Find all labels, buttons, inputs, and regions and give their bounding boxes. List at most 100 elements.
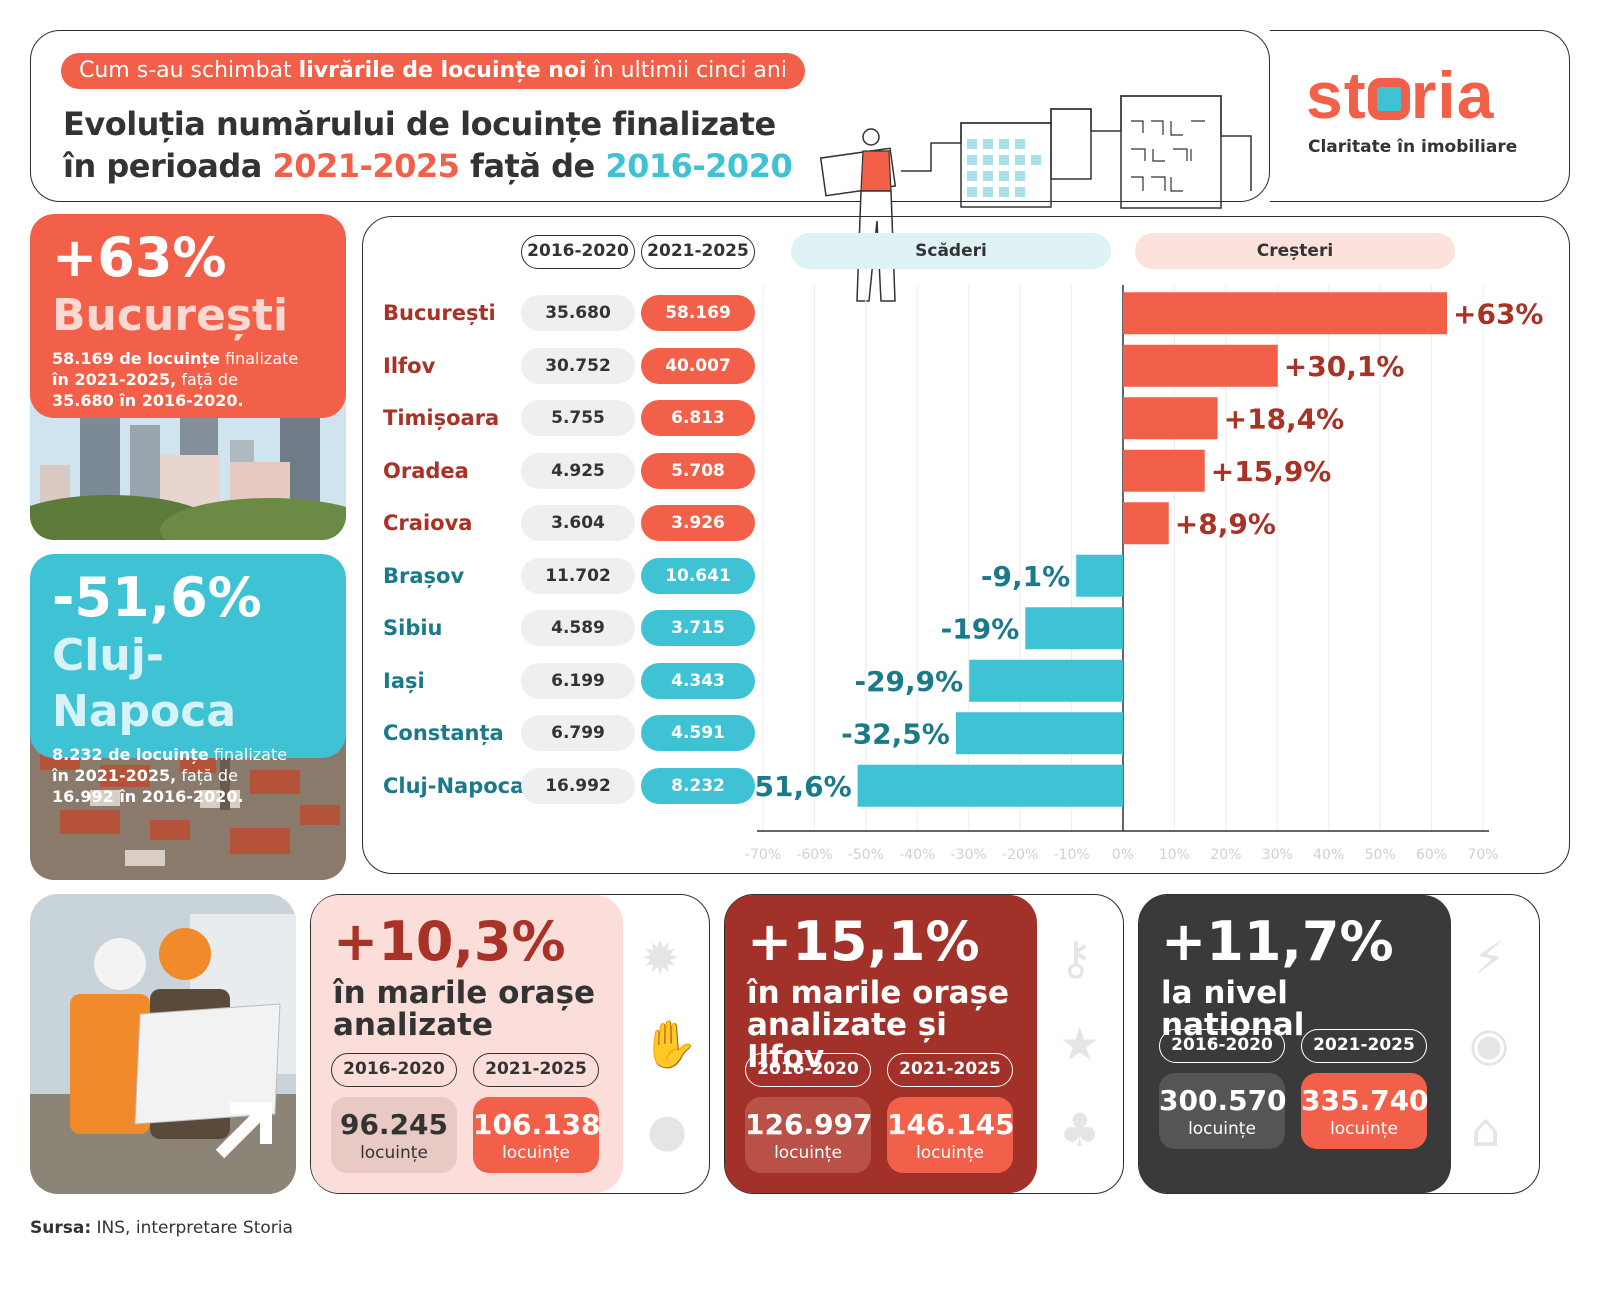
x-tick-label: 30% bbox=[1262, 847, 1293, 863]
summary-period-old: 2016-2020 bbox=[1159, 1029, 1285, 1063]
bar bbox=[1076, 554, 1123, 597]
value-2021-2025: 40.007 bbox=[641, 347, 755, 384]
x-tick-label: 70% bbox=[1467, 847, 1498, 863]
bucuresti-title: București bbox=[52, 290, 289, 341]
x-tick-label: 10% bbox=[1159, 847, 1190, 863]
storia-logo: st ria bbox=[1306, 58, 1495, 132]
bar-value-label: +30,1% bbox=[1284, 350, 1405, 383]
bar bbox=[857, 764, 1123, 807]
city-label: Iași bbox=[383, 668, 425, 693]
summary-period-new: 2021-2025 bbox=[473, 1053, 599, 1087]
summary-pct: +10,3% bbox=[333, 910, 566, 973]
x-tick-label: -10% bbox=[1053, 847, 1089, 863]
summary-label: la nivel național bbox=[1161, 975, 1305, 1043]
city-label: Ilfov bbox=[383, 353, 436, 378]
summary-period-old: 2016-2020 bbox=[331, 1053, 457, 1087]
bar bbox=[1123, 502, 1169, 545]
x-tick-label: -60% bbox=[796, 847, 832, 863]
value-2021-2025: 5.708 bbox=[641, 452, 755, 489]
value-2016-2020: 16.992 bbox=[521, 767, 635, 804]
col-header-old: 2016-2020 bbox=[521, 235, 635, 269]
city-label: Cluj-Napoca bbox=[383, 773, 525, 798]
bar-value-label: -51,6% bbox=[743, 770, 852, 803]
bar bbox=[1123, 344, 1278, 387]
city-label: Constanța bbox=[383, 721, 504, 746]
x-tick-label: 0% bbox=[1112, 847, 1134, 863]
chart-panel: -70% -60% -50% -40% -30% -20% -10% 0% 10% 20% 30% 4… bbox=[362, 216, 1570, 874]
value-2021-2025: 4.343 bbox=[641, 662, 755, 699]
city-label: Sibiu bbox=[383, 616, 443, 641]
thumbs-up-icon: ✋ bbox=[641, 1017, 699, 1071]
value-2016-2020: 4.925 bbox=[521, 452, 635, 489]
summary-value-old: 96.245 locuințe bbox=[331, 1097, 457, 1173]
summary-label: în marile orașe analizate și Ilfov bbox=[747, 975, 1010, 1075]
summary-card-national: +11,7% la nivel național 2016-2020 2021-… bbox=[1138, 894, 1540, 1194]
house-icon: ⌂ bbox=[1471, 1103, 1501, 1157]
summary-period-new: 2021-2025 bbox=[1301, 1029, 1427, 1063]
summary-label: în marile orașe analizate bbox=[333, 975, 596, 1043]
x-tick-label: 50% bbox=[1365, 847, 1396, 863]
bar-value-label: -32,5% bbox=[841, 717, 950, 750]
summary-card-cities: +10,3% în marile orașe analizate 2016-202… bbox=[310, 894, 710, 1194]
summary-value-new: 106.138 locuințe bbox=[473, 1097, 601, 1173]
x-tick-label: -50% bbox=[848, 847, 884, 863]
summary-card-ilfov: +15,1% în marile orașe analizate și Ilfov… bbox=[724, 894, 1124, 1194]
subtitle-pill: Cum s-au schimbat livrările de locuințe … bbox=[61, 53, 805, 89]
value-2021-2025: 3.926 bbox=[641, 505, 755, 542]
value-2021-2025: 6.813 bbox=[641, 400, 755, 437]
x-tick-label: 60% bbox=[1416, 847, 1447, 863]
summary-pct: +15,1% bbox=[747, 910, 980, 973]
summary-value-old: 126.997 locuințe bbox=[745, 1097, 873, 1173]
value-2016-2020: 4.589 bbox=[521, 610, 635, 647]
value-2016-2020: 3.604 bbox=[521, 505, 635, 542]
summary-period-old: 2016-2020 bbox=[745, 1053, 871, 1087]
tree-icon: ♣ bbox=[1059, 1103, 1101, 1157]
summary-value-new: 146.145 locuințe bbox=[887, 1097, 1015, 1173]
city-label: Timișoara bbox=[383, 406, 500, 431]
value-2021-2025: 3.715 bbox=[641, 610, 755, 647]
key-icon: ⚷ bbox=[1059, 931, 1093, 985]
value-2016-2020: 6.199 bbox=[521, 662, 635, 699]
value-2021-2025: 8.232 bbox=[641, 767, 755, 804]
value-2021-2025: 4.591 bbox=[641, 715, 755, 752]
bar bbox=[1123, 292, 1447, 335]
cluj-title: Cluj-Napoca bbox=[52, 630, 237, 737]
bar-value-label: +18,4% bbox=[1224, 402, 1345, 435]
city-label: București bbox=[383, 301, 496, 326]
header-card: Cum s-au schimbat livrările de locuințe … bbox=[30, 30, 1270, 302]
bar bbox=[955, 712, 1123, 755]
highlight-card-bucuresti: +63% București 58.169 de locuințe finali… bbox=[30, 214, 346, 540]
bar-value-label: +63% bbox=[1453, 297, 1543, 330]
city-label: Craiova bbox=[383, 511, 473, 536]
x-tick-label: -70% bbox=[745, 847, 781, 863]
eye-icon: ◉ bbox=[1469, 1017, 1510, 1071]
legend-increase: Creșteri bbox=[1135, 233, 1455, 269]
workers-photo bbox=[30, 894, 296, 1194]
highlight-card-cluj: -51,6% Cluj-Napoca 8.232 de locuințe fin… bbox=[30, 554, 346, 880]
value-2016-2020: 30.752 bbox=[521, 347, 635, 384]
cluj-desc: 8.232 de locuințe finalizate în 2021-202… bbox=[52, 745, 288, 806]
cluj-pct: -51,6% bbox=[52, 566, 262, 629]
bar-value-label: -19% bbox=[941, 612, 1020, 645]
x-tick-label: 20% bbox=[1210, 847, 1241, 863]
value-2021-2025: 10.641 bbox=[641, 557, 755, 594]
bar-chart: -70% -60% -50% -40% -30% -20% -10% 0% 10% 20% 30% 4… bbox=[743, 285, 1543, 863]
value-2016-2020: 11.702 bbox=[521, 557, 635, 594]
summary-value-new: 335.740 locuințe bbox=[1301, 1073, 1429, 1149]
badge-icon: ✹ bbox=[641, 931, 680, 985]
page-title: Evoluția numărului de locuințe finalizat… bbox=[63, 105, 793, 185]
summary-period-new: 2021-2025 bbox=[887, 1053, 1013, 1087]
star-icon: ★ bbox=[1059, 1017, 1101, 1071]
buildings-illustration bbox=[819, 95, 1252, 302]
bar-value-label: -29,9% bbox=[854, 665, 963, 698]
summary-pct: +11,7% bbox=[1161, 910, 1394, 973]
x-tick-label: -20% bbox=[1002, 847, 1038, 863]
value-2016-2020: 5.755 bbox=[521, 400, 635, 437]
bar bbox=[1123, 397, 1218, 440]
legend-decrease: Scăderi bbox=[791, 233, 1111, 269]
city-label: Brașov bbox=[383, 563, 465, 588]
x-tick-label: 40% bbox=[1313, 847, 1344, 863]
lightning-icon: ⚡ bbox=[1473, 931, 1506, 985]
bar bbox=[1025, 607, 1123, 650]
value-2021-2025: 58.169 bbox=[641, 295, 755, 332]
